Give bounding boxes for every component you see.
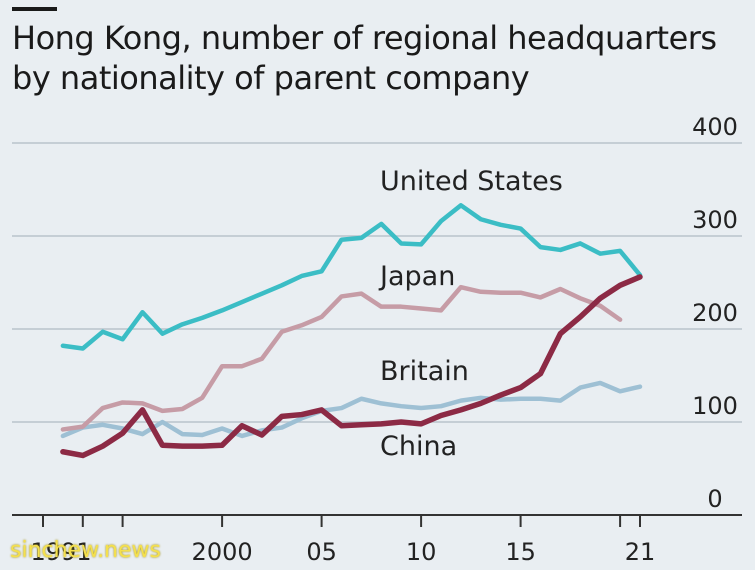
chart-title: Hong Kong, number of regional headquarte…	[12, 19, 717, 97]
y-axis-ticks: 0 100 200 300 400	[692, 113, 738, 513]
series-line-united-states	[60, 203, 643, 351]
series-label-united-states: United States	[380, 166, 563, 197]
series-label-britain: Britain	[380, 356, 469, 387]
x-tick-label-15: 15	[505, 538, 536, 566]
series-label-china: China	[380, 431, 457, 462]
x-tick-label-1991: 1991	[30, 538, 91, 566]
series-line-britain	[60, 380, 643, 439]
series-labels: United States Japan Britain China	[378, 166, 563, 462]
y-tick-label-200: 200	[692, 299, 738, 327]
x-tick-label-05: 05	[306, 538, 337, 566]
watermark: sinchew.news	[10, 538, 161, 563]
y-tick-label-0: 0	[707, 485, 722, 513]
y-tick-label-400: 400	[692, 113, 738, 141]
x-tick-label-2000: 2000	[192, 538, 253, 566]
y-tick-label-300: 300	[692, 206, 738, 234]
x-tick-label-21: 21	[625, 538, 656, 566]
series-line-china	[60, 274, 643, 459]
x-tick-label-10: 10	[406, 538, 437, 566]
x-axis: 1991 2000 05 10 15 21	[30, 515, 655, 566]
gridlines	[12, 142, 742, 516]
series-lines	[60, 203, 643, 459]
series-label-japan: Japan	[378, 261, 455, 292]
title-accent-bar	[12, 7, 57, 11]
y-tick-label-100: 100	[692, 392, 738, 420]
series-line-japan	[60, 284, 623, 432]
